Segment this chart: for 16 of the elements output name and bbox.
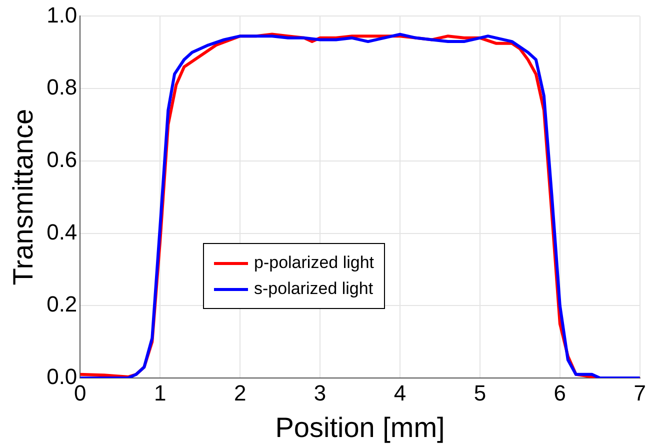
y-tick-label: 0.2 <box>46 292 78 317</box>
x-tick-label: 4 <box>394 380 406 406</box>
x-tick-label: 3 <box>314 380 326 406</box>
x-tick-label: 5 <box>474 380 486 406</box>
x-tick-label: 2 <box>234 380 246 406</box>
y-tick-label: 0.6 <box>46 146 78 172</box>
y-tick-label: 0.8 <box>46 74 78 100</box>
legend-label: p-polarized light <box>254 252 374 274</box>
x-tick-label: 1 <box>154 380 166 406</box>
x-tick-label: 6 <box>554 380 566 406</box>
y-tick-label: 1.0 <box>46 2 78 28</box>
legend-label: s-polarized light <box>254 278 374 300</box>
y-tick-label: 0.4 <box>46 219 78 244</box>
x-tick-label: 7 <box>634 380 646 406</box>
y-axis-title: Transmittance <box>8 108 39 286</box>
x-axis-title: Position [mm] <box>275 412 445 443</box>
